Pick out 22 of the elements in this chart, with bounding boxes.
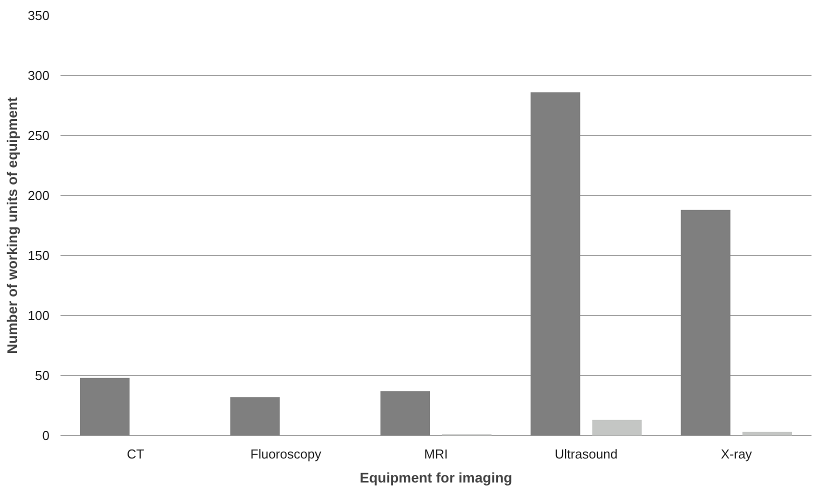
bar — [80, 378, 130, 436]
bar — [380, 391, 430, 436]
x-tick-label: CT — [126, 446, 144, 462]
bar — [230, 397, 280, 436]
y-tick-label: 350 — [28, 8, 50, 23]
y-tick-label: 250 — [28, 128, 50, 143]
x-tick-label: Fluoroscopy — [250, 446, 322, 462]
y-tick-label: 50 — [35, 368, 50, 383]
bar — [530, 92, 580, 436]
x-axis-title: Equipment for imaging — [360, 470, 512, 486]
y-axis-title: Number of working units of equipment — [4, 96, 20, 354]
y-tick-label: 0 — [42, 428, 50, 443]
x-tick-label: MRI — [424, 446, 448, 462]
x-tick-label: X-ray — [720, 446, 752, 462]
bar — [742, 432, 792, 436]
y-tick-label: 100 — [28, 308, 50, 323]
y-tick-label: 200 — [28, 188, 50, 203]
y-tick-label: 300 — [28, 68, 50, 83]
bar — [680, 210, 730, 436]
y-tick-label: 150 — [28, 248, 50, 263]
x-tick-label: Ultrasound — [554, 446, 618, 462]
bar — [592, 420, 642, 436]
